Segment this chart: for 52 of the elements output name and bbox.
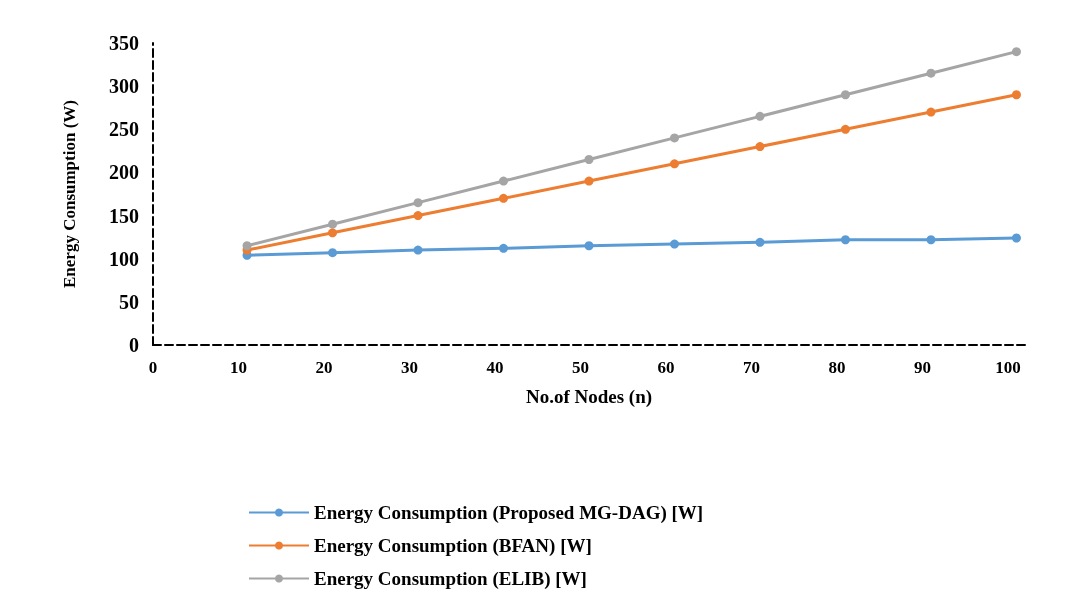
point <box>1011 47 1021 57</box>
point <box>328 248 338 258</box>
x-tick-label: 90 <box>913 358 931 377</box>
point <box>840 235 850 245</box>
point <box>840 124 850 134</box>
point <box>755 142 765 152</box>
y-tick-label: 0 <box>129 334 139 356</box>
point <box>755 237 765 247</box>
point <box>926 235 936 245</box>
y-axis-title: Energy Consumption (W) <box>60 100 79 288</box>
x-tick-label: 20 <box>315 358 333 377</box>
x-tick-label: 10 <box>229 358 247 377</box>
legend-label: Energy Consumption (BFAN) [W] <box>314 535 592 557</box>
point <box>413 198 423 208</box>
point <box>670 133 679 143</box>
y-tick-label: 100 <box>109 247 139 270</box>
point <box>584 154 594 164</box>
y-tick-label: 300 <box>109 75 139 98</box>
point <box>499 193 509 203</box>
y-tick-label: 250 <box>109 118 139 141</box>
point <box>755 111 765 121</box>
x-axis-title: No.of Nodes (n) <box>525 386 653 408</box>
point <box>926 107 936 117</box>
x-tick-label: 0 <box>148 358 158 377</box>
y-tick-label: 200 <box>109 161 139 184</box>
x-tick-label: 70 <box>742 358 760 377</box>
point <box>1011 233 1021 243</box>
point <box>413 211 423 221</box>
point <box>670 239 679 249</box>
x-tick-label: 50 <box>571 358 589 377</box>
point <box>584 241 594 251</box>
point <box>1011 90 1021 100</box>
y-tick-label: 150 <box>109 204 139 227</box>
legend-label: Energy Consumption (Proposed MG-DAG) [W] <box>314 502 704 524</box>
point <box>926 68 936 78</box>
x-tick-label: 60 <box>657 358 675 377</box>
point <box>499 243 509 253</box>
point <box>670 159 679 169</box>
point <box>840 90 850 100</box>
x-tick-label: 80 <box>828 358 846 377</box>
y-tick-label: 350 <box>109 32 139 54</box>
point <box>584 176 594 186</box>
point <box>413 245 423 255</box>
point <box>328 219 338 229</box>
point <box>328 228 338 238</box>
point <box>242 241 252 251</box>
x-tick-label: 40 <box>486 358 504 377</box>
legend-label: Energy Consumption (ELIB) [W] <box>314 568 587 590</box>
y-tick-label: 50 <box>119 290 139 313</box>
point <box>499 176 509 186</box>
x-tick-label: 30 <box>400 358 418 377</box>
x-tick-label: 100 <box>995 358 1021 377</box>
